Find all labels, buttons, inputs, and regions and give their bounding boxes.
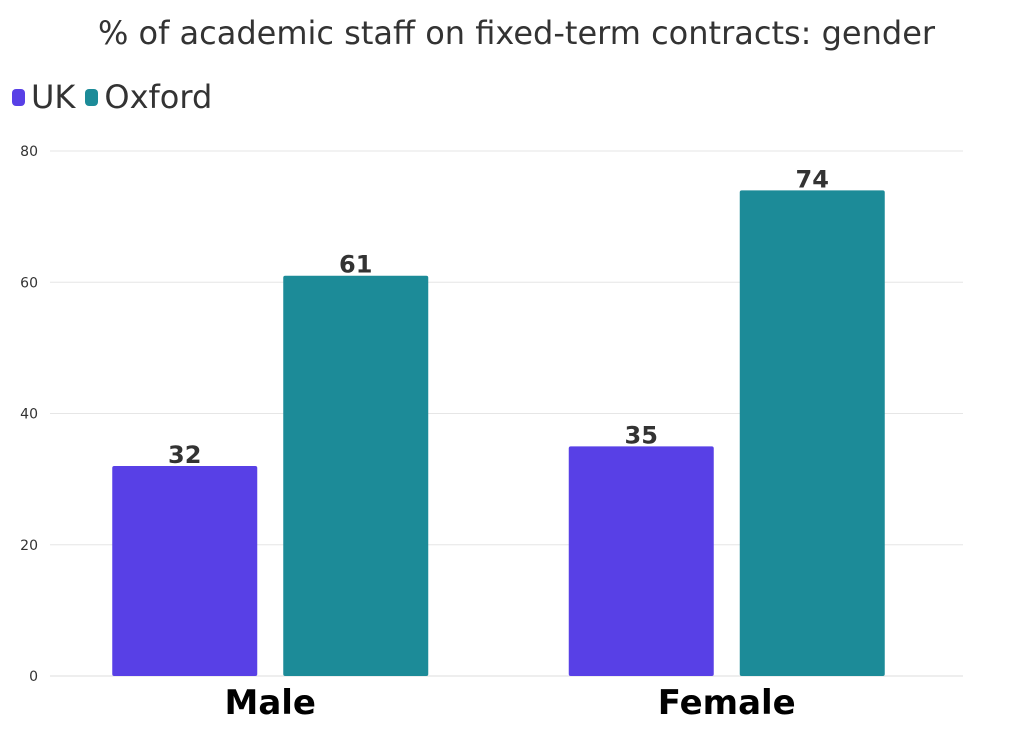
- legend-label-uk: UK: [31, 78, 76, 116]
- y-tick-label: 80: [20, 144, 38, 160]
- bar-uk-male[interactable]: [112, 466, 258, 676]
- legend-label-oxford: Oxford: [104, 78, 213, 116]
- bar-oxford-female[interactable]: [739, 190, 885, 676]
- data-label-uk-male: 32: [168, 441, 201, 469]
- x-tick-label-male: Male: [225, 683, 317, 723]
- bar-uk-female[interactable]: [568, 446, 714, 676]
- data-label-uk-female: 35: [625, 421, 658, 449]
- legend: UK Oxford: [12, 78, 212, 116]
- bars-layer: [112, 190, 885, 676]
- x-tick-label-female: Female: [658, 683, 796, 723]
- chart-title: % of academic staff on fixed-term contra…: [97, 14, 936, 52]
- y-tick-label: 40: [20, 407, 38, 423]
- legend-item-oxford[interactable]: Oxford: [85, 78, 212, 116]
- bar-oxford-male[interactable]: [283, 275, 429, 676]
- legend-swatch-uk: [12, 88, 25, 106]
- data-label-oxford-female: 74: [796, 165, 829, 193]
- y-tick-label: 0: [29, 669, 38, 685]
- data-label-oxford-male: 61: [339, 251, 372, 279]
- y-tick-label: 60: [20, 275, 38, 291]
- legend-item-uk[interactable]: UK: [12, 78, 75, 116]
- y-tick-label: 20: [20, 538, 38, 554]
- legend-swatch-oxford: [85, 88, 99, 106]
- labels-layer: 0 20 40 60 80 32 61 Male 35 74 Female: [20, 144, 829, 723]
